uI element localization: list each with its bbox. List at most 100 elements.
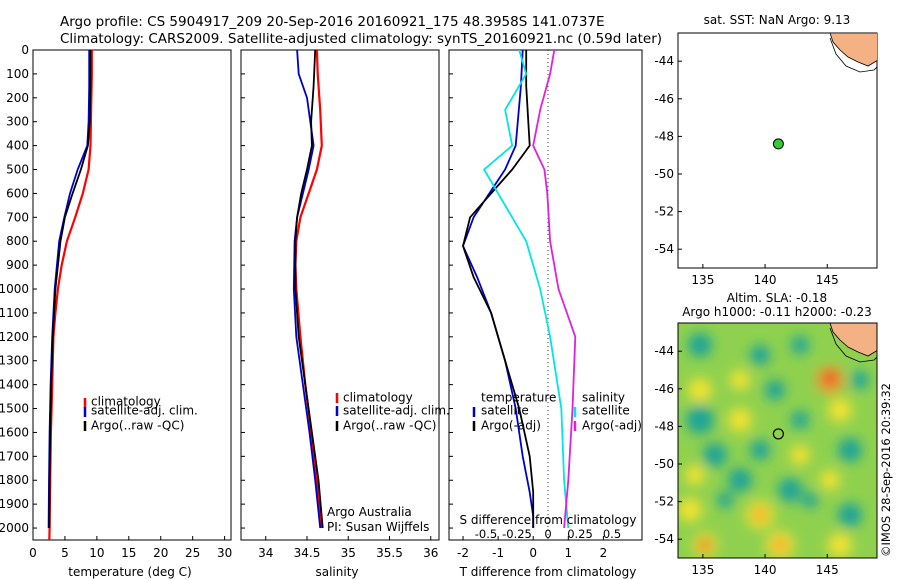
x-tick-label: 30 [217, 546, 232, 560]
x-tick-label: 34.5 [294, 546, 321, 560]
series-line-argo-raw-qc- [294, 50, 324, 529]
sla-anomaly-blob [750, 440, 770, 460]
legend-label-t-argo: Argo(-adj) [481, 419, 541, 433]
x-tick-label: 0 [529, 546, 537, 560]
x-tick-label: 0 [29, 546, 37, 560]
difference-legend: temperature satellite Argo(-adj) salinit… [472, 391, 642, 433]
x-tick-label: 1 [564, 546, 572, 560]
sla-anomaly-blob [717, 492, 733, 508]
difference-axes-box [448, 49, 643, 541]
lon-tick-label: 140 [754, 563, 777, 577]
depth-tick-label: 1200 [0, 330, 29, 344]
sla-anomaly-blob [778, 478, 802, 502]
sla-map-panel: Altim. SLA: -0.18 Argo h1000: -0.11 h200… [654, 291, 878, 577]
lat-tick-label: -44 [654, 54, 674, 68]
legend-heading-temperature: temperature [481, 391, 556, 405]
depth-tick-label: 500 [6, 163, 29, 177]
sla-map-ticks: 135 140 145 -44 -46 -48 -50 -52 -54 [654, 344, 838, 577]
depth-tick-label: 1400 [0, 378, 29, 392]
lon-tick-label: 135 [691, 273, 714, 287]
sla-map-box [677, 322, 878, 559]
depth-tick-label: 700 [6, 210, 29, 224]
lat-tick-label: -54 [654, 532, 674, 546]
s-tick-label: -0.5 [475, 527, 497, 541]
lon-tick-label: 135 [691, 563, 714, 577]
sst-map-ticks: 135 140 145 -44 -46 -48 -50 -52 -54 [654, 54, 838, 287]
sla-anomaly-blob [688, 333, 712, 357]
depth-tick-label: 1300 [0, 354, 29, 368]
legend-label-s-argo: Argo(-adj) [582, 419, 642, 433]
x-tick-label: 35.5 [376, 546, 403, 560]
lat-tick-label: -50 [654, 457, 674, 471]
legend-heading-salinity: salinity [582, 391, 625, 405]
bathymetry-contour [829, 37, 877, 73]
depth-tick-label: 600 [6, 186, 29, 200]
lon-tick-label: 145 [816, 273, 839, 287]
temperature-tick-labels: 0 5 10 15 20 25 30 [29, 49, 232, 560]
temperature-axes-box [32, 49, 232, 541]
land-mass [829, 323, 877, 357]
depth-tick-label: 300 [6, 115, 29, 129]
salinity-legend: climatology satellite-adj. clim. Argo(..… [335, 391, 450, 433]
lat-tick-label: -46 [654, 92, 674, 106]
x-tick-label: 5 [61, 546, 69, 560]
sla-anomaly-blob [791, 411, 809, 429]
lon-tick-label: 145 [816, 563, 839, 577]
legend-label-satellite: satellite-adj. clim. [343, 404, 450, 418]
header-line-2: Climatology: CARS2009. Satellite-adjuste… [60, 31, 662, 47]
sla-anomaly-blob [728, 408, 752, 432]
depth-tick-label: 100 [6, 67, 29, 81]
legend-label-t-satellite: satellite [481, 404, 529, 418]
annotation-pi: PI: Susan Wijffels [327, 520, 429, 534]
series-line-salinity-argo-adj- [532, 50, 577, 529]
sla-anomaly-field [678, 333, 869, 558]
sla-anomaly-blob [820, 470, 840, 490]
x-tick-label: -2 [457, 546, 469, 560]
difference-lines [462, 50, 577, 529]
sla-anomaly-blob [750, 345, 770, 365]
temperature-lines [47, 50, 93, 540]
series-line-salinity-satellite [483, 50, 570, 529]
sst-map-title: sat. SST: NaN Argo: 9.13 [704, 13, 851, 27]
timestamp-stamp: ©IMOS 28-Sep-2016 20:39:32 [879, 383, 893, 557]
legend-label-climatology: climatology [343, 391, 413, 405]
sla-anomaly-blob [678, 498, 702, 522]
sla-anomaly-blob [823, 371, 837, 385]
lat-tick-label: -44 [654, 344, 674, 358]
lat-tick-label: -46 [654, 382, 674, 396]
legend-label-satellite: satellite-adj. clim. [91, 404, 198, 418]
sla-map-subtitle: Argo h1000: -0.11 h2000: -0.23 [682, 305, 872, 319]
land-mass [829, 33, 877, 67]
depth-tick-label: 1500 [0, 402, 29, 416]
lat-tick-label: -50 [654, 167, 674, 181]
depth-tick-label: 1700 [0, 449, 29, 463]
legend-label-argo: Argo(..raw -QC) [343, 419, 436, 433]
lat-tick-label: -48 [654, 129, 674, 143]
series-line-temperature-satellite [462, 50, 535, 528]
sst-map-land [829, 33, 877, 73]
x-tick-label: 20 [153, 546, 168, 560]
sla-anomaly-blob [838, 438, 862, 462]
depth-tick-label: 2000 [0, 521, 29, 535]
depth-tick-label: 1600 [0, 425, 29, 439]
s-tick-label: -0.25 [502, 527, 532, 541]
temperature-xlabel: temperature (deg C) [68, 565, 191, 579]
lat-tick-label: -54 [654, 242, 674, 256]
legend-label-argo: Argo(..raw -QC) [91, 419, 184, 433]
x-tick-label: 25 [185, 546, 200, 560]
lat-tick-label: -52 [654, 495, 674, 509]
depth-tick-labels: 0 100 200 300 400 500 600 700 800 900 1000 1100 1200… [0, 43, 29, 535]
sst-map-box [677, 32, 878, 269]
salinity-tick-labels: 34 34.5 35 35.5 36 [241, 49, 438, 560]
x-tick-label: 35 [341, 546, 356, 560]
series-line-temperature-argo-adj- [462, 50, 535, 528]
salinity-panel: 34 34.5 35 35.5 36 salinity climatology sate… [240, 49, 450, 579]
depth-tick-label: 1000 [0, 282, 29, 296]
temperature-legend: climatology satellite-adj. clim. Argo(..… [83, 395, 198, 433]
salinity-lines [292, 50, 324, 529]
t-difference-xlabel: T difference from climatology [459, 565, 637, 579]
depth-tick-label: 1800 [0, 473, 29, 487]
lat-tick-label: -52 [654, 205, 674, 219]
sla-anomaly-blob [753, 508, 767, 522]
bathymetry-contour [829, 327, 877, 363]
